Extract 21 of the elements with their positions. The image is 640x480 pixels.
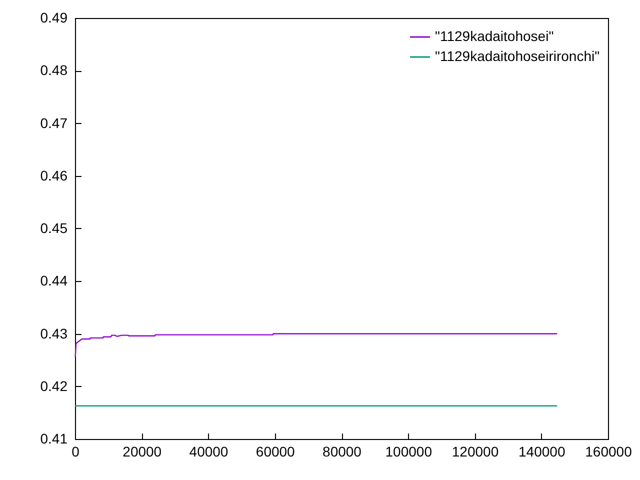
line-series: [74, 333, 558, 358]
y-tick-label: 0.46: [40, 167, 68, 184]
y-tick-label: 0.49: [40, 10, 68, 26]
x-tick-label: 140000: [518, 444, 566, 460]
y-tick-label: 0.43: [40, 325, 68, 342]
y-tick-label: 0.41: [40, 430, 68, 446]
x-tick-label: 120000: [452, 444, 499, 460]
y-tick-label: 0.47: [40, 114, 68, 131]
y-tick-label: 0.48: [40, 62, 68, 78]
x-tick-label: 40000: [189, 444, 228, 460]
legend-label: "1129kadaitohosei": [435, 28, 554, 44]
x-tick-label: 100000: [385, 444, 432, 460]
x-tick-label: 60000: [256, 444, 296, 460]
y-tick-label: 0.44: [40, 272, 68, 289]
y-tick-label: 0.42: [40, 378, 68, 394]
y-tick-label: 0.45: [40, 220, 68, 236]
x-tick-label: 80000: [322, 444, 362, 460]
x-tick-label: 160000: [585, 444, 632, 460]
legend-label: "1129kadaitohoseirironchi": [435, 48, 600, 64]
x-tick-label: 0: [72, 444, 80, 460]
x-tick-label: 20000: [122, 444, 162, 460]
